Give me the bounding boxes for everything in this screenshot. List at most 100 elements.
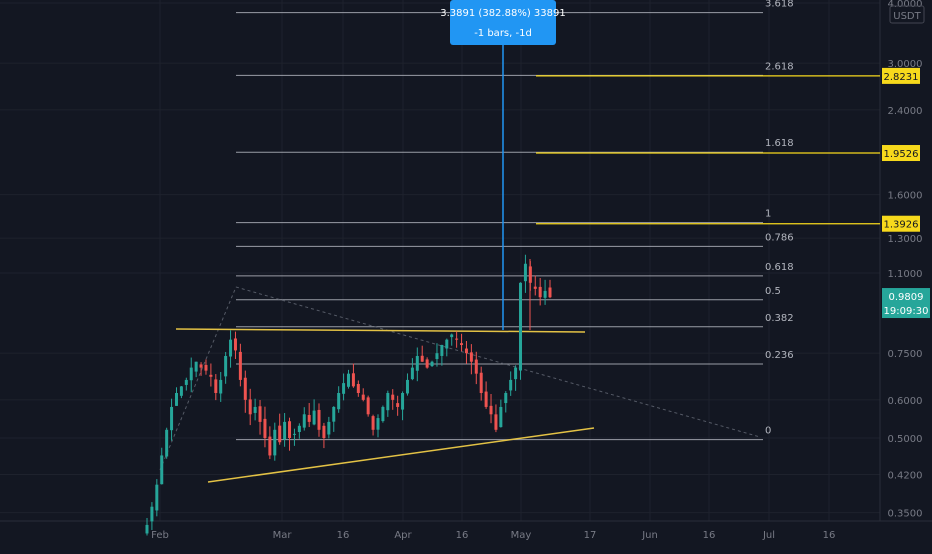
candle-body	[420, 355, 424, 362]
candle-body	[450, 334, 454, 338]
candle-body	[204, 364, 208, 371]
candle-body	[523, 263, 527, 282]
candle-body	[214, 379, 218, 394]
price-axis-tick-label: 0.4200	[888, 470, 923, 481]
time-axis-tick-label: 16	[823, 530, 836, 541]
price-axis-tick-label: 2.4000	[888, 106, 923, 117]
time-axis-tick-label: 16	[703, 530, 716, 541]
resistance-trendline	[175, 328, 586, 333]
fib-level-label: 0.5	[765, 286, 781, 297]
candle-body	[361, 394, 365, 400]
fib-price-badge	[882, 215, 920, 232]
candle-body	[150, 506, 154, 522]
candle-body	[376, 418, 380, 430]
candle-body	[366, 397, 370, 415]
candle-body	[538, 286, 542, 298]
candle-body	[288, 421, 292, 438]
candle-body	[351, 373, 355, 387]
candle-body	[233, 338, 237, 351]
fib-level-label: 0.236	[765, 350, 794, 361]
candle-body	[401, 393, 405, 410]
candle-body	[312, 410, 316, 425]
candle-body	[455, 338, 459, 340]
candle-body	[509, 379, 513, 391]
candle-body	[494, 414, 498, 430]
candle-body	[165, 429, 169, 457]
candle-body	[464, 348, 468, 354]
candle-body	[184, 379, 188, 385]
support-trendline	[207, 427, 595, 483]
candle-body	[194, 361, 198, 372]
candle-body	[469, 352, 473, 362]
candle-body	[347, 373, 350, 387]
candle-body	[307, 414, 311, 422]
candle-body	[548, 287, 552, 298]
candle-body	[243, 377, 247, 400]
time-axis-tick-label: 16	[337, 530, 350, 541]
candle-body	[273, 429, 277, 456]
candle-body	[440, 344, 444, 356]
price-axis-tick-label: 1.6000	[888, 191, 923, 202]
price-axis-tick-label: 4.0000	[888, 0, 923, 10]
time-axis-tick-label: May	[511, 530, 532, 541]
candle-body	[332, 406, 336, 422]
candle-body	[258, 406, 262, 422]
candle-body	[489, 405, 493, 415]
fib-price-badge-label: 1.3926	[884, 220, 919, 231]
current-price-badge	[882, 288, 930, 319]
price-axis-tick-label: 1.3000	[888, 234, 923, 245]
price-axis-tick-label: 0.3500	[888, 509, 923, 520]
candle-body	[430, 361, 434, 367]
fib-price-badge	[882, 67, 920, 84]
fib-price-badge-label: 1.9526	[884, 149, 919, 160]
fib-level-label: 1	[765, 209, 771, 220]
candle-body	[410, 367, 414, 380]
candle-body	[253, 406, 257, 413]
measure-tooltip-line1: 3.3891 (382.88%) 33891	[440, 8, 565, 19]
candle-body	[435, 353, 439, 360]
candle-body	[209, 374, 213, 377]
currency-label: USDT	[893, 11, 921, 22]
candle-body	[283, 421, 287, 440]
candle-body	[499, 406, 503, 428]
candle-body	[533, 286, 537, 289]
price-axis-tick-label: 1.1000	[888, 269, 923, 280]
measure-tooltip-line2: -1 bars, -1d	[474, 28, 532, 39]
currency-box[interactable]	[889, 5, 925, 24]
fib-level-label: 0.786	[765, 232, 794, 243]
time-axis-tick-label: Mar	[273, 530, 293, 541]
candle-body	[484, 391, 488, 407]
candle-body	[405, 379, 409, 394]
candle-body	[445, 339, 449, 349]
candle-body	[460, 343, 464, 345]
candle-body	[415, 355, 419, 371]
candle-body	[327, 421, 331, 435]
price-axis-tick-label: 0.6000	[888, 396, 923, 407]
fib-price-badge	[882, 145, 920, 162]
candle-body	[322, 425, 326, 438]
candle-body	[543, 290, 547, 298]
candle-body	[174, 393, 178, 406]
current-price-label: 0.9809	[889, 292, 924, 303]
price-axis-tick-label: 0.5000	[888, 434, 923, 445]
candle-body	[145, 524, 149, 534]
candle-body	[224, 355, 228, 377]
candle-body	[160, 455, 164, 485]
candle-body	[238, 351, 242, 380]
time-axis-tick-label: Jul	[762, 530, 775, 541]
candle-body	[278, 425, 282, 443]
candle-body	[219, 379, 223, 394]
time-axis-tick-label: 17	[584, 530, 597, 541]
fib-level-label: 0.618	[765, 262, 794, 273]
candle-body	[396, 403, 400, 407]
fib-trend-line-up	[159, 286, 237, 471]
candle-body	[199, 364, 203, 368]
fib-level-label: 3.618	[765, 0, 794, 10]
candle-body	[229, 339, 233, 357]
time-axis-tick-label: Jun	[641, 530, 658, 541]
candle-body	[391, 394, 395, 400]
candle-body	[317, 409, 321, 430]
candle-body	[268, 436, 272, 456]
